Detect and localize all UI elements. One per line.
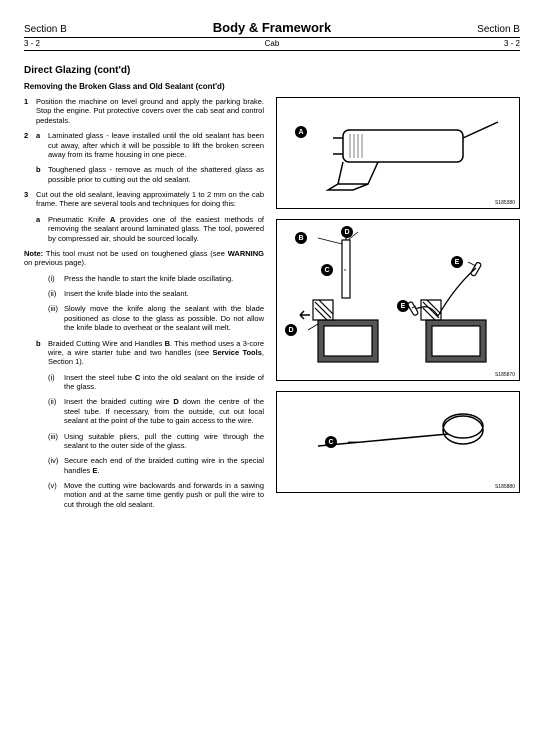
note: Note: This tool must not be used on toug… [24, 249, 264, 268]
content-row: 1 Position the machine on level ground a… [24, 97, 520, 515]
fig1-num: S185380 [495, 200, 515, 206]
tube-handle-drawing [277, 392, 519, 492]
fig2-num: S185870 [495, 372, 515, 378]
para-2b: Toughened glass - remove as much of the … [48, 165, 264, 184]
roman-bii: (ii) [48, 397, 64, 425]
para-3: Cut out the old sealant, leaving approxi… [36, 190, 264, 209]
roman-biv: (iv) [48, 456, 64, 475]
roman-ii: (ii) [48, 289, 64, 298]
figure-column: A [276, 97, 520, 515]
wire-method-drawing [277, 220, 519, 380]
roman-bv: (v) [48, 481, 64, 509]
para-2a: Laminated glass - leave installed until … [48, 131, 264, 159]
para-3b-v: Move the cutting wire backwards and forw… [64, 481, 264, 509]
label-E1: E [451, 256, 463, 268]
para-3a-ii: Insert the knife blade into the sealant. [64, 289, 264, 298]
para-3a-i: Press the handle to start the knife blad… [64, 274, 264, 283]
para-3a-iii: Slowly move the knife along the sealant … [64, 304, 264, 332]
subheader: 3 - 2 Cab 3 - 2 [24, 38, 520, 51]
sub-a: a [36, 131, 48, 159]
pneumatic-knife-drawing [277, 98, 519, 208]
section-title: Direct Glazing (cont'd) [24, 65, 520, 76]
label-A: A [295, 126, 307, 138]
figure-2: B C D D E E [276, 219, 520, 381]
para-3b: Braided Cutting Wire and Handles B. This… [48, 339, 264, 367]
header-center: Body & Framework [213, 20, 331, 35]
num-1: 1 [24, 97, 36, 125]
figure-1: A [276, 97, 520, 209]
sub-3a: a [36, 215, 48, 243]
para-3a: Pneumatic Knife A provides one of the ea… [48, 215, 264, 243]
label-C2: C [325, 436, 337, 448]
subheader-right: 3 - 2 [504, 39, 520, 48]
para-3b-iv: Secure each end of the braided cutting w… [64, 456, 264, 475]
figure-3: C S185880 [276, 391, 520, 493]
label-D1: D [341, 226, 353, 238]
roman-iii: (iii) [48, 304, 64, 332]
sub-title: Removing the Broken Glass and Old Sealan… [24, 82, 520, 91]
header-right: Section B [477, 24, 520, 35]
num-2: 2 [24, 131, 36, 159]
text-column: 1 Position the machine on level ground a… [24, 97, 264, 515]
label-D2: D [285, 324, 297, 336]
para-3b-i: Insert the steel tube C into the old sea… [64, 373, 264, 392]
roman-bi: (i) [48, 373, 64, 392]
label-C: C [321, 264, 333, 276]
label-B: B [295, 232, 307, 244]
num-3: 3 [24, 190, 36, 209]
roman-biii: (iii) [48, 432, 64, 451]
header: Section B Body & Framework Section B [24, 20, 520, 38]
para-1: Position the machine on level ground and… [36, 97, 264, 125]
subheader-left: 3 - 2 [24, 39, 40, 48]
fig3-num: S185880 [495, 484, 515, 490]
subheader-center: Cab [40, 39, 504, 48]
para-3b-iii: Using suitable pliers, pull the cutting … [64, 432, 264, 451]
header-left: Section B [24, 24, 67, 35]
page: Section B Body & Framework Section B 3 -… [0, 0, 544, 737]
sub-3b: b [36, 339, 48, 367]
roman-i: (i) [48, 274, 64, 283]
para-3b-ii: Insert the braided cutting wire D down t… [64, 397, 264, 425]
sub-b: b [36, 165, 48, 184]
label-E2: E [397, 300, 409, 312]
